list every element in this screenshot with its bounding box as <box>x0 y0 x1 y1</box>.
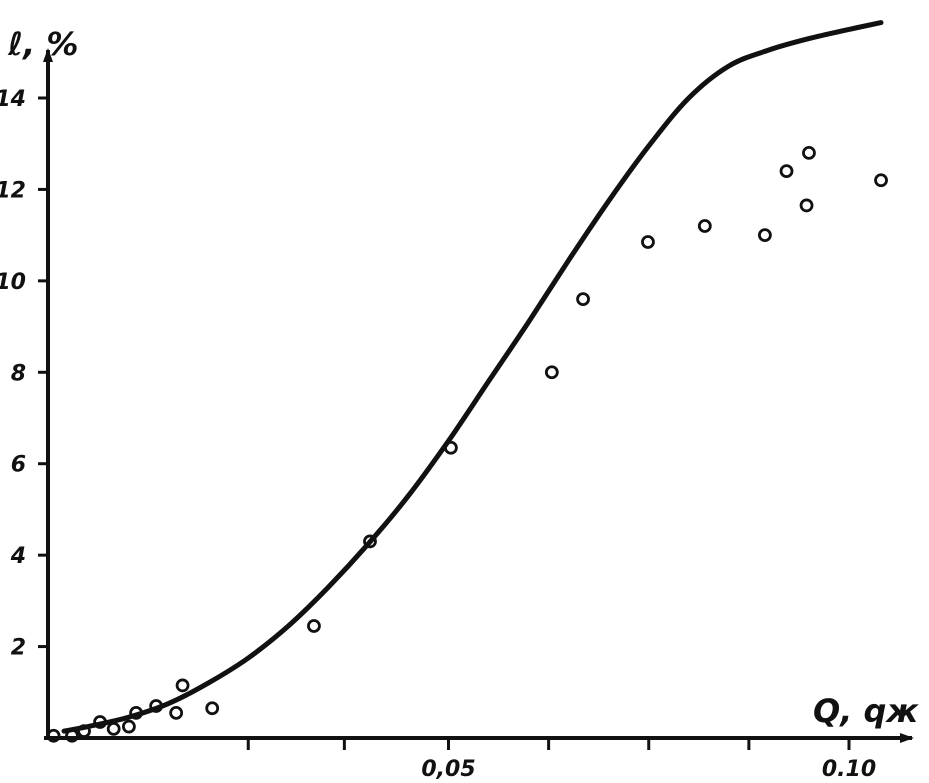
data-point <box>129 705 144 720</box>
data-point <box>106 721 121 736</box>
data-point <box>363 534 377 549</box>
data-point <box>307 619 321 633</box>
data-point <box>874 173 888 188</box>
data-point <box>175 678 190 693</box>
fitted-curve <box>61 20 884 734</box>
data-point <box>641 235 655 249</box>
data-point <box>149 699 164 713</box>
y-ticks: 2 4 6 8 10 12 14 <box>0 87 48 661</box>
y-tick-label: 8 <box>11 361 26 386</box>
y-tick-label: 2 <box>11 636 26 661</box>
data-point <box>576 292 590 307</box>
y-tick-label: 12 <box>0 178 26 203</box>
y-tick-label: 10 <box>0 270 26 295</box>
y-tick-label: 14 <box>0 87 26 112</box>
axes <box>43 48 914 743</box>
data-point <box>65 728 79 743</box>
data-point <box>77 724 91 739</box>
x-ticks: 0,05 0.10 <box>246 738 876 782</box>
data-point <box>93 715 107 729</box>
data-point <box>757 228 772 243</box>
data-point <box>799 198 814 213</box>
data-point <box>802 145 816 160</box>
y-tick-label: 4 <box>10 544 26 569</box>
x-axis-label: Q, qж <box>813 692 919 730</box>
data-point <box>544 365 559 380</box>
data-point <box>169 705 184 720</box>
data-point <box>46 728 61 743</box>
y-tick-label: 6 <box>11 453 26 478</box>
data-point <box>122 719 136 734</box>
x-tick-label: 0.10 <box>822 757 876 782</box>
x-tick-label: 0,05 <box>421 757 475 782</box>
y-axis-label: ℓ, % <box>7 25 78 63</box>
data-point <box>779 164 794 179</box>
data-point <box>444 440 458 455</box>
data-point <box>205 701 220 716</box>
data-point <box>697 219 712 233</box>
series-layer <box>46 20 888 743</box>
